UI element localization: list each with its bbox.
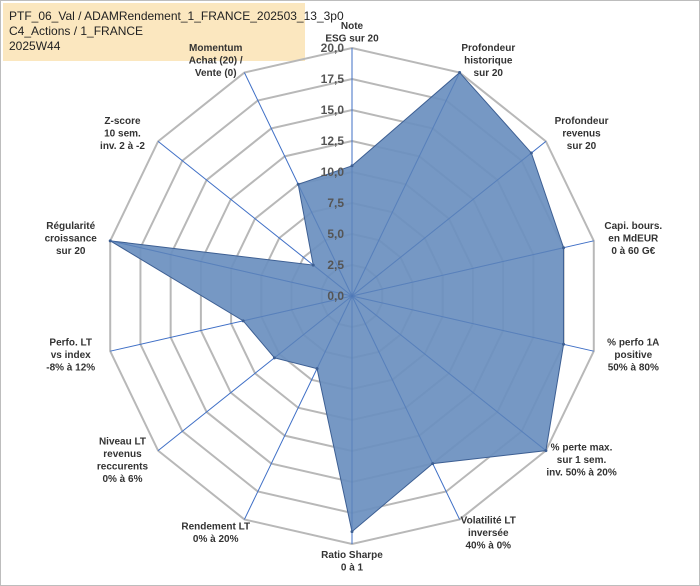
inner-spoke-11: [110, 240, 353, 297]
axis-label-10: Perfo. LT vs index -8% à 12%: [46, 338, 95, 374]
inner-spoke-5: [351, 295, 547, 452]
data-point-0: [350, 164, 354, 168]
inner-spoke-9: [274, 295, 353, 359]
title-line-2: C4_Actions / 1_FRANCE: [9, 24, 144, 38]
inner-spoke-3: [351, 247, 564, 297]
axis-label-9: Niveau LT revenus reccurents 0% à 6%: [97, 436, 149, 485]
data-point-3: [562, 246, 566, 250]
data-point-2: [529, 151, 533, 155]
tick-label-3: 7,5: [327, 196, 344, 210]
tick-label-2: 5,0: [327, 227, 344, 241]
axis-label-6: Volatilité LT inversée 40% à 0%: [461, 515, 516, 551]
inner-spoke-8: [316, 295, 353, 369]
axis-label-4: % perfo 1A positive 50% à 80%: [607, 338, 659, 374]
tick-label-4: 10,0: [321, 165, 345, 179]
data-point-12: [311, 263, 315, 267]
data-point-11: [108, 239, 112, 243]
data-point-7: [350, 530, 354, 534]
axis-label-11: Régularité croissance sur 20: [45, 221, 98, 257]
axis-label-12: Z-score 10 sem. inv. 2 à -2: [100, 116, 145, 152]
tick-label-5: 12,5: [321, 134, 345, 148]
inner-spoke-12: [312, 264, 353, 297]
tick-label-7: 17,5: [321, 72, 345, 86]
data-point-1: [458, 71, 462, 75]
data-point-8: [315, 367, 319, 371]
tick-label-1: 2,5: [327, 258, 344, 272]
inner-spoke-1: [351, 72, 461, 297]
axis-label-2: Profondeur revenus sur 20: [555, 116, 609, 152]
axis-label-3: Capi. bours. en MdEUR 0 à 60 G€: [604, 221, 662, 257]
inner-spoke-6: [351, 295, 434, 464]
inner-spoke-13: [297, 184, 353, 297]
title-line-3: 2025W44: [9, 39, 61, 53]
tick-label-8: 20,0: [321, 41, 345, 55]
axis-label-0: Note ESG sur 20: [325, 21, 379, 45]
data-point-4: [562, 342, 566, 346]
axis-label-1: Profondeur historique sur 20: [461, 43, 515, 79]
axis-label-5: % perte max. sur 1 sem. inv. 50% à 20%: [546, 443, 617, 479]
axis-label-8: Rendement LT 0% à 20%: [181, 522, 250, 546]
data-point-9: [272, 356, 276, 360]
title-line-1: PTF_06_Val / ADAMRendement_1_FRANCE_2025…: [9, 9, 344, 23]
inner-spoke-4: [351, 295, 564, 345]
data-point-10: [241, 319, 245, 323]
axis-label-13: Momentum Achat (20) / Vente (0): [189, 43, 243, 79]
tick-label-6: 15,0: [321, 103, 345, 117]
tick-label-0: 0,0: [327, 289, 344, 303]
axis-label-7: Ratio Sharpe 0 à 1: [321, 550, 383, 574]
chart-title-box: PTF_06_Val / ADAMRendement_1_FRANCE_2025…: [3, 3, 344, 61]
data-point-5: [544, 449, 548, 453]
inner-spoke-10: [243, 295, 353, 322]
data-point-6: [431, 462, 435, 466]
data-point-13: [296, 182, 300, 186]
inner-spoke-2: [351, 152, 532, 297]
